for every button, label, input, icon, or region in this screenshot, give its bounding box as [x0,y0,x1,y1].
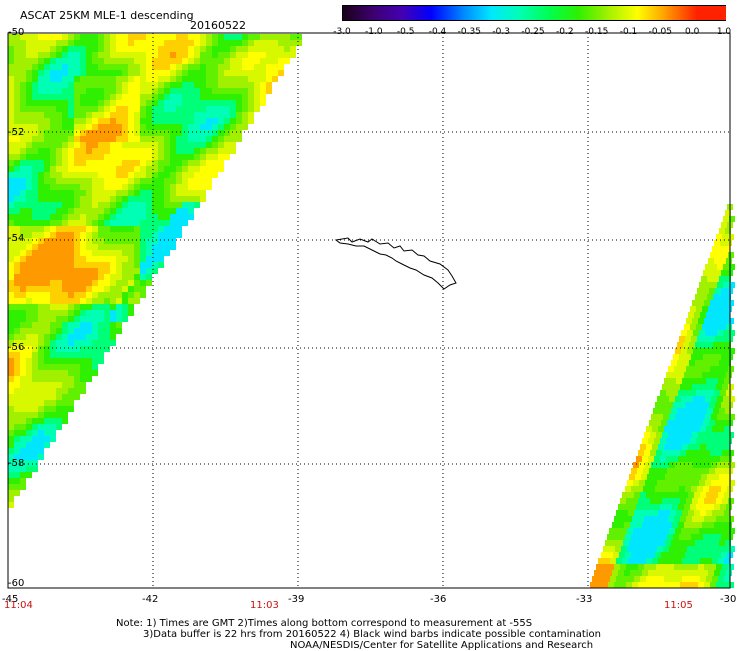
colorbar-tick-label: -0.35 [457,27,481,37]
product-date: 20160522 [190,19,246,32]
map-frame [7,32,731,589]
colorbar-segment [343,6,374,20]
colorbar-tick-label: -0.3 [492,27,510,37]
colorbar-segment [372,6,403,20]
right-swath [590,204,735,588]
time-label-center: 11:03 [250,600,279,611]
product-title: ASCAT 25KM MLE-1 descending [20,9,194,22]
latitude-label: -50 [8,27,25,38]
note-line-3: NOAA/NESDIS/Center for Satellite Applica… [290,640,594,651]
colorbar-tick-label: -0.5 [396,27,415,37]
colorbar-tick-label: -0.25 [521,27,545,37]
colorbar-tick-label: -0.15 [585,27,609,37]
lat-lon-grid [8,33,730,588]
colorbar-tick-label: 1.0 [716,27,732,37]
note-line-1: Note: 1) Times are GMT 2)Times along bot… [116,618,533,629]
colorbar-segment [548,6,580,20]
colorbar-segment [666,6,697,20]
note-line-2: 3)Data buffer is 22 hrs from 20160522 4)… [143,629,601,640]
colorbar-segment [519,6,550,20]
colorbar-tick-label: -3.0 [333,27,351,37]
colorbar-tick-label: -0.4 [428,27,447,37]
colorbar-segment [607,6,638,20]
latitude-label: -60 [8,578,25,589]
longitude-label: -36 [430,594,447,605]
colorbar-segment [401,6,433,20]
left-swath [8,34,302,508]
colorbar-tick-label: -1.0 [365,27,383,37]
colorbar-segment [431,6,462,20]
colorbar-segment [578,6,609,20]
colorbar-tick-label: -0.05 [648,27,672,37]
colorbar-tick-label: -0.1 [619,27,638,37]
time-label-left: 11:04 [4,600,33,611]
latitude-label: -54 [8,233,25,244]
colorbar-segment [636,6,668,20]
colorbar [342,5,726,21]
colorbar-tick-label: -0.2 [556,27,574,37]
colorbar-segment [489,6,521,20]
longitude-label: -30 [720,594,737,605]
longitude-label: -33 [576,594,593,605]
longitude-label: -39 [288,594,305,605]
latitude-label: -52 [8,127,25,138]
latitude-label: -56 [8,342,25,353]
colorbar-tick-label: 0.0 [684,27,700,37]
south-georgia-coastline [334,237,457,290]
colorbar-segment [695,6,726,20]
time-label-right: 11:05 [664,600,693,611]
colorbar-segment [460,6,491,20]
longitude-label: -42 [142,594,159,605]
latitude-label: -58 [8,458,25,469]
longitude-label: -45 [2,594,19,605]
